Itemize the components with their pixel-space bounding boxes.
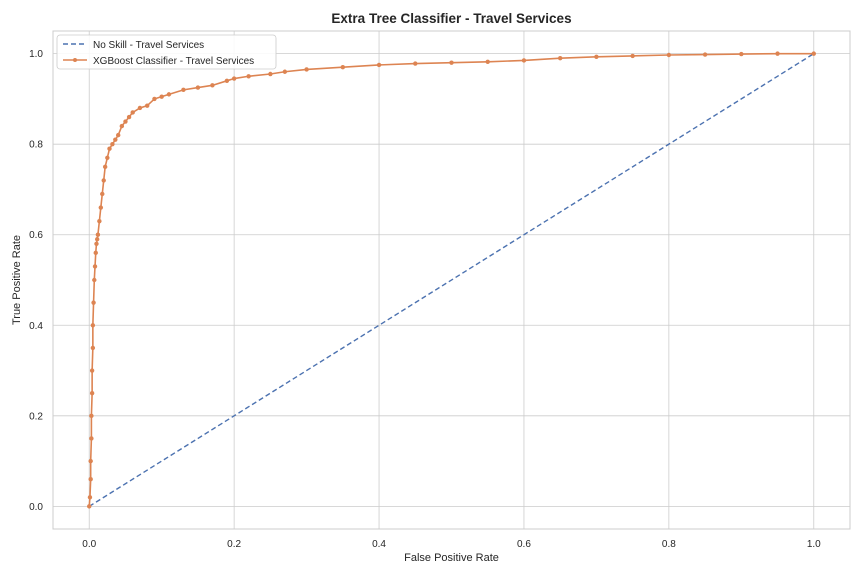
y-tick-label: 0.4: [29, 321, 43, 332]
xgboost-roc-point: [90, 323, 96, 328]
xgboost-roc-point: [224, 78, 230, 84]
xgboost-roc-point: [557, 55, 563, 61]
xgboost-roc-point: [89, 368, 95, 373]
xgboost-roc-point: [89, 390, 95, 396]
xgboost-roc-point: [195, 85, 201, 90]
xgboost-roc-point: [93, 250, 98, 256]
xgboost-roc-point: [449, 60, 454, 65]
xgboost-roc-point: [304, 67, 309, 72]
xgboost-roc-point: [95, 232, 101, 237]
xgboost-roc-point: [90, 345, 96, 351]
plot-frame: [52, 30, 851, 530]
legend-xgboost-marker: [73, 58, 77, 62]
xgboost-roc-point: [137, 105, 143, 111]
xgboost-roc-point: [105, 155, 110, 160]
y-tick-label: 1.0: [29, 49, 43, 60]
x-tick-label: 0.0: [82, 539, 96, 550]
xgboost-roc-point: [94, 237, 100, 242]
y-tick-label: 0.2: [29, 411, 43, 422]
x-tick-label: 0.8: [662, 539, 676, 550]
x-axis-label: False Positive Rate: [404, 552, 499, 564]
chart-title: Extra Tree Classifier - Travel Services: [331, 11, 571, 26]
xgboost-roc-point: [268, 71, 273, 77]
xgboost-roc-point: [702, 52, 708, 57]
xgboost-roc-point: [811, 51, 816, 56]
legend-xgboost-label: XGBoost Classifier - Travel Services: [93, 56, 254, 67]
legend-no-skill-label: No Skill - Travel Services: [93, 40, 204, 51]
xgboost-roc-point: [88, 477, 93, 482]
y-tick-label: 0.8: [29, 140, 43, 151]
xgboost-roc-point: [181, 87, 186, 93]
xgboost-roc-point: [98, 205, 104, 210]
legend-box: [56, 34, 277, 70]
xgboost-roc-point: [89, 436, 94, 441]
y-axis-label: True Positive Rate: [11, 235, 23, 325]
xgboost-roc-point: [107, 146, 112, 151]
xgboost-roc-point: [152, 96, 157, 102]
xgboost-roc-point: [521, 58, 527, 63]
y-tick-label: 0.0: [29, 502, 43, 513]
xgboost-roc-point: [485, 59, 490, 64]
xgboost-roc-point: [89, 413, 94, 419]
xgboost-roc-point: [87, 504, 92, 509]
xgboost-roc-point: [159, 94, 164, 99]
x-tick-label: 0.2: [227, 539, 241, 550]
xgboost-roc-point: [666, 52, 672, 58]
xgboost-roc-point: [340, 65, 346, 70]
xgboost-roc-point: [116, 132, 121, 138]
xgboost-roc-point: [119, 123, 125, 129]
no-skill-line: [88, 53, 815, 507]
xgboost-roc-point: [130, 110, 135, 115]
legend: No Skill - Travel Services XGBoost Class…: [56, 34, 277, 70]
xgboost-roc-point: [166, 92, 172, 97]
xgboost-roc-point: [144, 103, 150, 108]
tick-layer: 0.0 0.2 0.4 0.6 0.8 1.0 0.0 0.2 0.4 0.6 0.8 1.0: [29, 49, 821, 550]
xgboost-roc-point: [282, 69, 288, 74]
xgboost-roc-point: [231, 76, 237, 81]
xgboost-roc-point: [102, 164, 108, 170]
x-tick-label: 1.0: [807, 539, 821, 550]
xgboost-roc-point: [97, 218, 102, 224]
xgboost-roc-point: [630, 53, 635, 59]
xgboost-roc-point: [413, 61, 418, 66]
xgboost-roc-point: [94, 241, 99, 246]
x-tick-label: 0.6: [517, 539, 531, 550]
series-layer: [87, 51, 816, 509]
xgboost-roc-point: [100, 191, 105, 197]
xgboost-roc-point: [126, 114, 132, 120]
xgboost-roc-point: [739, 51, 744, 57]
xgboost-roc-point: [101, 178, 106, 183]
y-tick-label: 0.6: [29, 230, 43, 241]
xgboost-roc-point: [88, 458, 93, 464]
xgboost-roc-point: [92, 277, 97, 283]
xgboost-roc-point: [775, 51, 780, 56]
xgboost-roc-point: [110, 141, 115, 147]
xgboost-roc-point: [246, 74, 251, 79]
xgboost-roc-point: [123, 119, 128, 124]
xgboost-roc-point: [92, 264, 98, 269]
xgboost-roc-point: [113, 137, 118, 142]
xgboost-roc-point: [594, 54, 599, 60]
xgboost-roc-point: [91, 300, 96, 305]
xgboost-roc-point: [87, 495, 93, 500]
xgboost-roc-point: [210, 83, 215, 88]
xgboost-roc-point: [376, 62, 382, 68]
x-tick-label: 0.4: [372, 539, 386, 550]
